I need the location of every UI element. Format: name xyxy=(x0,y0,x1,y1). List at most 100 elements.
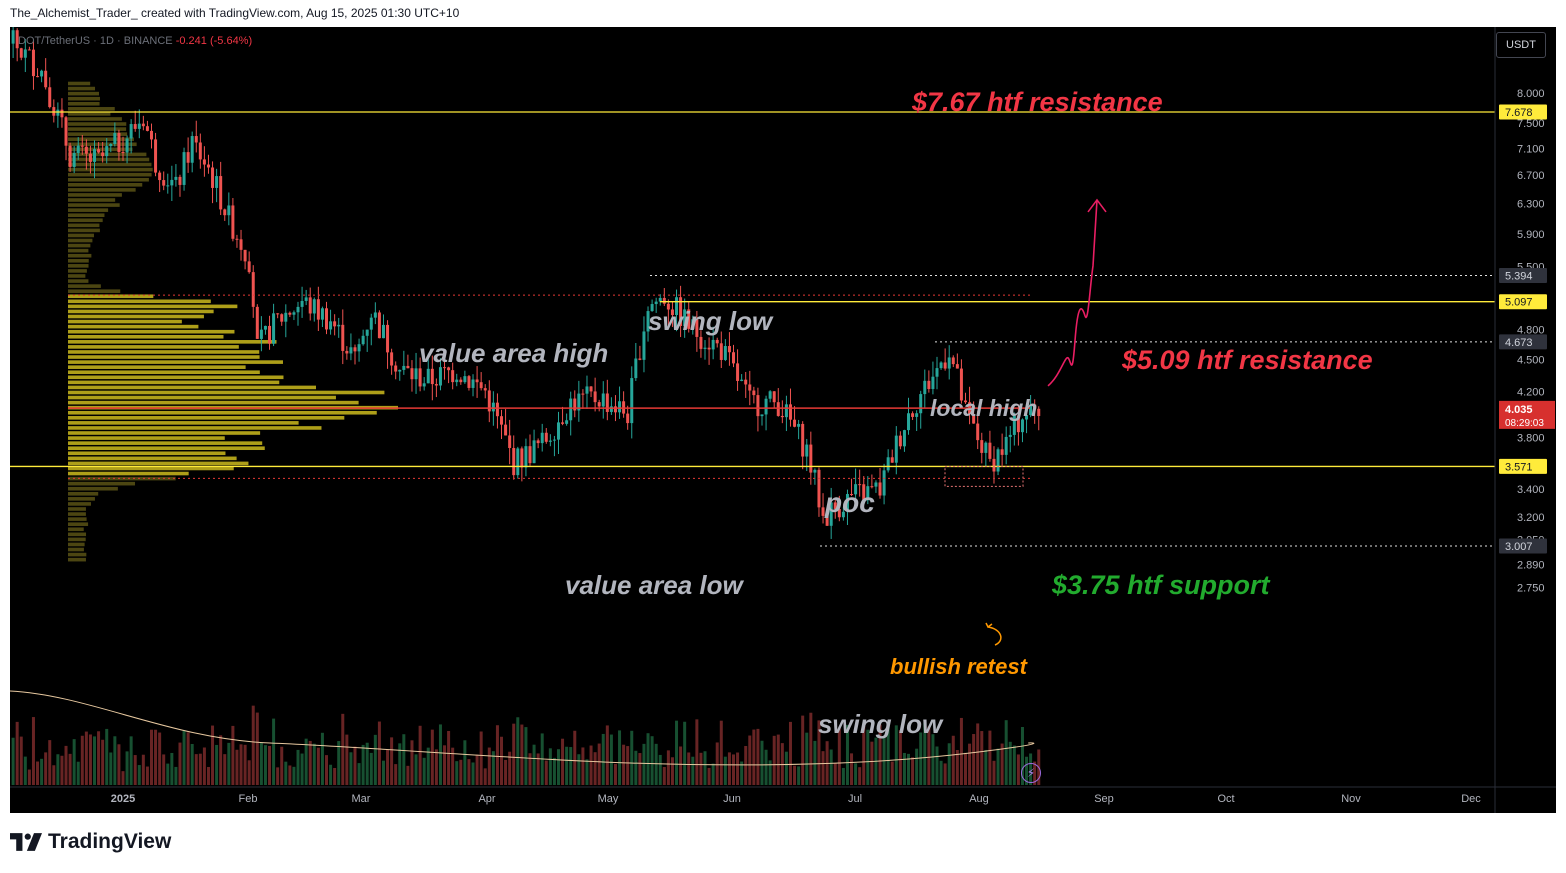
volume-bar xyxy=(1000,743,1004,785)
candle-body xyxy=(101,152,105,157)
candle-body xyxy=(1004,436,1008,455)
candle-body xyxy=(1000,449,1004,455)
volume-bar xyxy=(312,743,316,785)
candle-body xyxy=(223,209,227,216)
candlesticks xyxy=(11,27,1041,539)
volume-bar xyxy=(36,761,40,785)
volume-bar xyxy=(597,743,601,785)
candle-body xyxy=(556,422,560,440)
volume-bar xyxy=(581,747,585,785)
volume-profile-bar xyxy=(68,127,127,131)
time-tick-label: Dec xyxy=(1461,793,1481,805)
volume-bar xyxy=(434,749,438,785)
volume-bar xyxy=(666,750,670,785)
candle-body xyxy=(483,388,487,391)
volume-bar xyxy=(308,740,312,785)
volume-bar xyxy=(349,752,353,785)
candle-body xyxy=(813,469,817,473)
time-tick-label: Feb xyxy=(239,793,258,805)
volume-bar xyxy=(850,753,854,785)
candle-body xyxy=(683,309,687,327)
candle-body xyxy=(878,482,882,496)
volume-bar xyxy=(813,740,817,785)
candle-body xyxy=(361,335,365,345)
volume-bar xyxy=(495,725,499,785)
symbol-name: DOT/TetherUS · 1D · BINANCE xyxy=(18,35,173,47)
volume-bar xyxy=(963,752,967,785)
volume-bar xyxy=(149,729,153,785)
candle-body xyxy=(907,413,911,431)
candle-body xyxy=(784,404,788,418)
volume-profile-bar xyxy=(68,416,345,420)
volume-bar xyxy=(821,751,825,785)
volume-bar xyxy=(223,754,227,785)
candle-body xyxy=(504,424,508,436)
candle-body xyxy=(463,376,467,383)
candle-body xyxy=(845,494,849,512)
candle-body xyxy=(137,123,141,129)
volume-bar xyxy=(320,732,324,785)
volume-bar xyxy=(137,765,141,785)
volume-bar xyxy=(410,740,414,785)
volume-bar xyxy=(748,735,752,785)
chart-panel[interactable]: $7.67 htf resistance swing low value area … xyxy=(10,27,1556,813)
candle-body xyxy=(320,308,324,320)
price-level-badge-bg xyxy=(1499,294,1547,310)
volume-bar xyxy=(422,757,426,785)
volume-bar xyxy=(772,735,776,785)
volume-bar xyxy=(626,746,630,785)
volume-profile-bar xyxy=(68,289,121,293)
volume-bar xyxy=(31,717,35,785)
volume-bar xyxy=(556,749,560,785)
volume-profile-bar xyxy=(68,167,153,172)
candle-body xyxy=(296,306,300,313)
brand[interactable]: TradingView xyxy=(10,830,171,854)
candle-body xyxy=(88,153,92,162)
candle-body xyxy=(304,297,308,301)
volume-bar xyxy=(398,743,402,785)
volume-bar xyxy=(630,730,634,785)
candle-body xyxy=(438,367,442,386)
volume-profile-bar xyxy=(68,507,86,511)
candle-body xyxy=(866,486,870,501)
volume-bar xyxy=(711,763,715,785)
candle-body xyxy=(817,469,821,508)
volume-bar xyxy=(361,744,365,785)
candle-body xyxy=(540,432,544,444)
candle-body xyxy=(178,176,182,185)
candle-body xyxy=(976,423,980,441)
currency-button[interactable]: USDT xyxy=(1496,32,1546,58)
volume-bar xyxy=(805,732,809,785)
volume-bar xyxy=(634,750,638,785)
volume-profile-bar xyxy=(68,258,89,263)
candle-body xyxy=(601,393,605,407)
volume-bar xyxy=(402,734,406,785)
volume-bar xyxy=(524,727,528,785)
volume-bar xyxy=(870,741,874,785)
candle-body xyxy=(1025,414,1029,420)
price-chart[interactable]: $7.67 htf resistance swing low value area … xyxy=(10,27,1556,813)
volume-bar xyxy=(752,729,756,785)
price-tick-label: 4.800 xyxy=(1517,324,1545,336)
volume-bar xyxy=(622,744,626,785)
volume-bar xyxy=(520,724,524,785)
candle-body xyxy=(1012,415,1016,435)
volume-profile-bar xyxy=(68,390,385,395)
candle-body xyxy=(23,49,27,58)
volume-profile-bar xyxy=(68,365,246,369)
volume-bar xyxy=(919,732,923,785)
lightning-icon[interactable]: ⚡ xyxy=(1021,763,1041,783)
candle-body xyxy=(715,339,719,344)
price-tick-label: 4.500 xyxy=(1517,354,1545,366)
candle-body xyxy=(727,346,731,353)
candle-body xyxy=(312,299,316,314)
volume-bar xyxy=(418,725,422,785)
volume-bar xyxy=(40,758,44,785)
volume-bar xyxy=(272,718,276,785)
volume-bar xyxy=(719,720,723,785)
volume-bar xyxy=(178,742,182,785)
volume-profile-bar xyxy=(68,497,95,501)
volume-bar xyxy=(691,756,695,785)
volume-profile-bar xyxy=(68,410,377,415)
candle-body xyxy=(15,30,19,49)
